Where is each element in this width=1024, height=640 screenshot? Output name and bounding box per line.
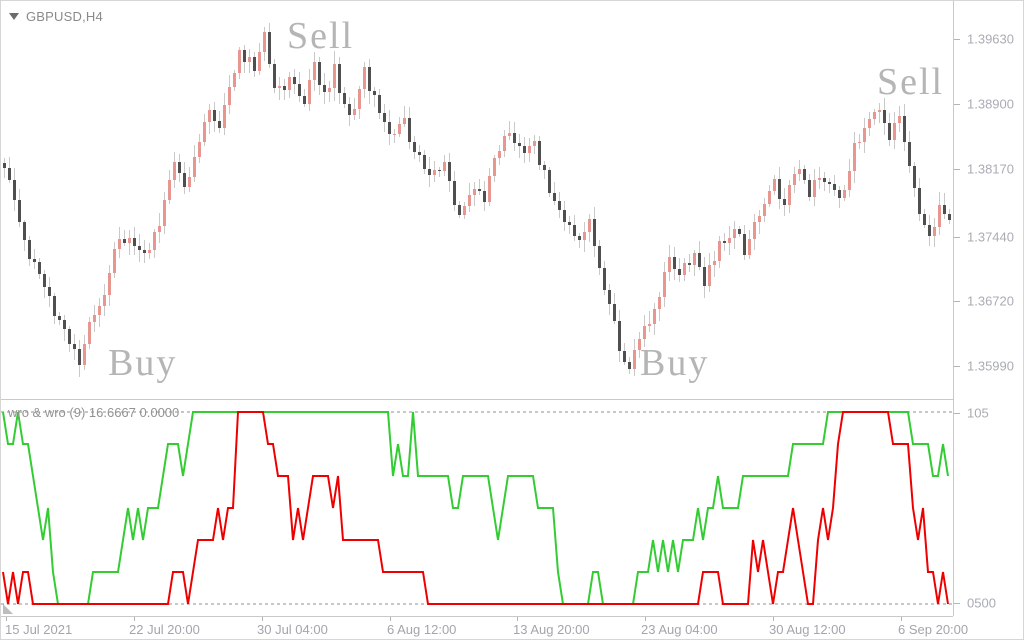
time-tick [134, 617, 135, 621]
symbol-label: GBPUSD,H4 [26, 9, 103, 24]
time-tick [262, 617, 263, 621]
price-tick [954, 104, 960, 105]
time-label: 6 Sep 20:00 [898, 622, 969, 637]
indicator-label: wro & wro (9) 16.6667 0.0000 [8, 405, 180, 420]
main-chart-pane[interactable]: GBPUSD,H4 Sell Sell Buy Buy [1, 1, 953, 400]
price-tick [954, 301, 960, 302]
signal-text-sell: Sell [877, 61, 945, 103]
price-label: 1.37440 [967, 229, 1014, 245]
time-label: 15 Jul 2021 [5, 622, 73, 637]
time-scale[interactable]: 15 Jul 2021 22 Jul 20:00 30 Jul 04:00 6 Aug… [1, 617, 1023, 639]
time-label: 6 Aug 12:00 [387, 622, 457, 637]
signal-text-sell: Sell [287, 15, 355, 57]
indicator-scale-tick [954, 413, 960, 414]
price-label: 1.36720 [967, 293, 1014, 309]
indicator-scale-tick [954, 603, 960, 604]
pane-resize-grip[interactable] [3, 604, 13, 614]
indicator-scale-top-label: 105 [967, 405, 989, 421]
time-label: 13 Aug 20:00 [513, 622, 590, 637]
candlestick-layer [3, 23, 951, 377]
time-label: 23 Aug 04:00 [641, 622, 718, 637]
indicator-lines-layer [1, 411, 953, 605]
indicator-pane[interactable]: wro & wro (9) 16.6667 0.0000 [1, 400, 953, 617]
symbol-header: GBPUSD,H4 [9, 9, 103, 24]
time-tick [773, 617, 774, 621]
price-label: 1.38170 [967, 161, 1014, 177]
price-tick [954, 169, 960, 170]
time-label: 30 Aug 12:00 [769, 622, 846, 637]
time-label: 30 Jul 04:00 [257, 622, 328, 637]
time-tick [645, 617, 646, 621]
indicator-scale-bottom-label: 0500 [967, 595, 996, 611]
triangle-down-icon[interactable] [9, 13, 19, 20]
time-tick [6, 617, 7, 621]
time-tick [517, 617, 518, 621]
price-label: 1.38900 [967, 96, 1014, 112]
time-tick [390, 617, 391, 621]
price-tick [954, 39, 960, 40]
signal-text-buy: Buy [108, 342, 178, 384]
price-label: 1.39630 [967, 31, 1014, 47]
price-tick [954, 366, 960, 367]
price-label: 1.35990 [967, 358, 1014, 374]
price-tick [954, 237, 960, 238]
time-tick [901, 617, 902, 621]
time-label: 22 Jul 20:00 [129, 622, 200, 637]
signal-text-buy: Buy [640, 342, 710, 384]
price-scale[interactable]: 1.39630 1.38900 1.38170 1.37440 1.36720 1.359… [953, 1, 1023, 616]
